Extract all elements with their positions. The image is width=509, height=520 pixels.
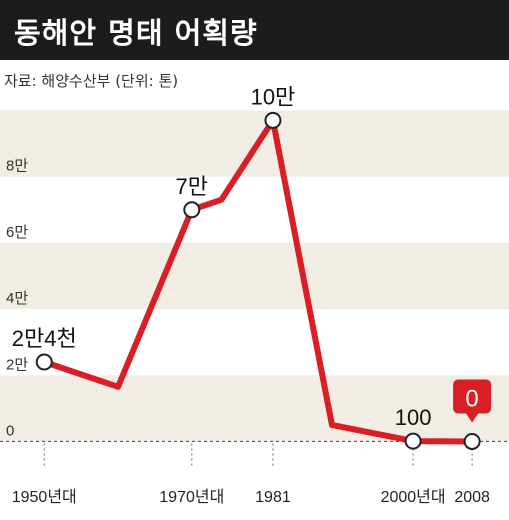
data-label: 100	[395, 405, 432, 430]
x-tick-label: 1970년대	[159, 488, 224, 506]
y-tick-label: 2만	[6, 356, 28, 373]
data-label: 0	[465, 385, 478, 412]
data-point-marker	[264, 111, 282, 129]
data-point-marker	[404, 432, 422, 450]
x-tick-label: 1950년대	[12, 488, 77, 506]
source-note: 자료: 해양수산부 (단위: 톤)	[4, 72, 179, 90]
value-badge-pointer	[466, 413, 479, 423]
data-label: 2만4천	[12, 326, 77, 351]
value-badge	[453, 379, 492, 414]
x-tick-label: 2000년대	[381, 488, 446, 506]
data-point-marker	[35, 353, 53, 371]
chart-title: 동해안 명태 어획량	[14, 16, 258, 50]
grid-band	[0, 375, 509, 442]
data-point-marker	[463, 432, 481, 450]
y-tick-label: 8만	[6, 158, 28, 175]
series-line	[41, 117, 476, 445]
x-tick-label: 1981	[255, 489, 291, 506]
grid-band	[0, 242, 509, 310]
data-label: 10만	[251, 84, 296, 109]
x-tick-label: 2008	[454, 489, 490, 506]
y-tick-label: 4만	[6, 290, 28, 307]
title-bar: 동해안 명태 어획량	[0, 0, 509, 60]
data-label: 7만	[176, 174, 208, 199]
data-point-marker	[183, 201, 201, 219]
y-tick-label: 6만	[6, 224, 28, 241]
y-tick-label: 0	[6, 422, 14, 439]
